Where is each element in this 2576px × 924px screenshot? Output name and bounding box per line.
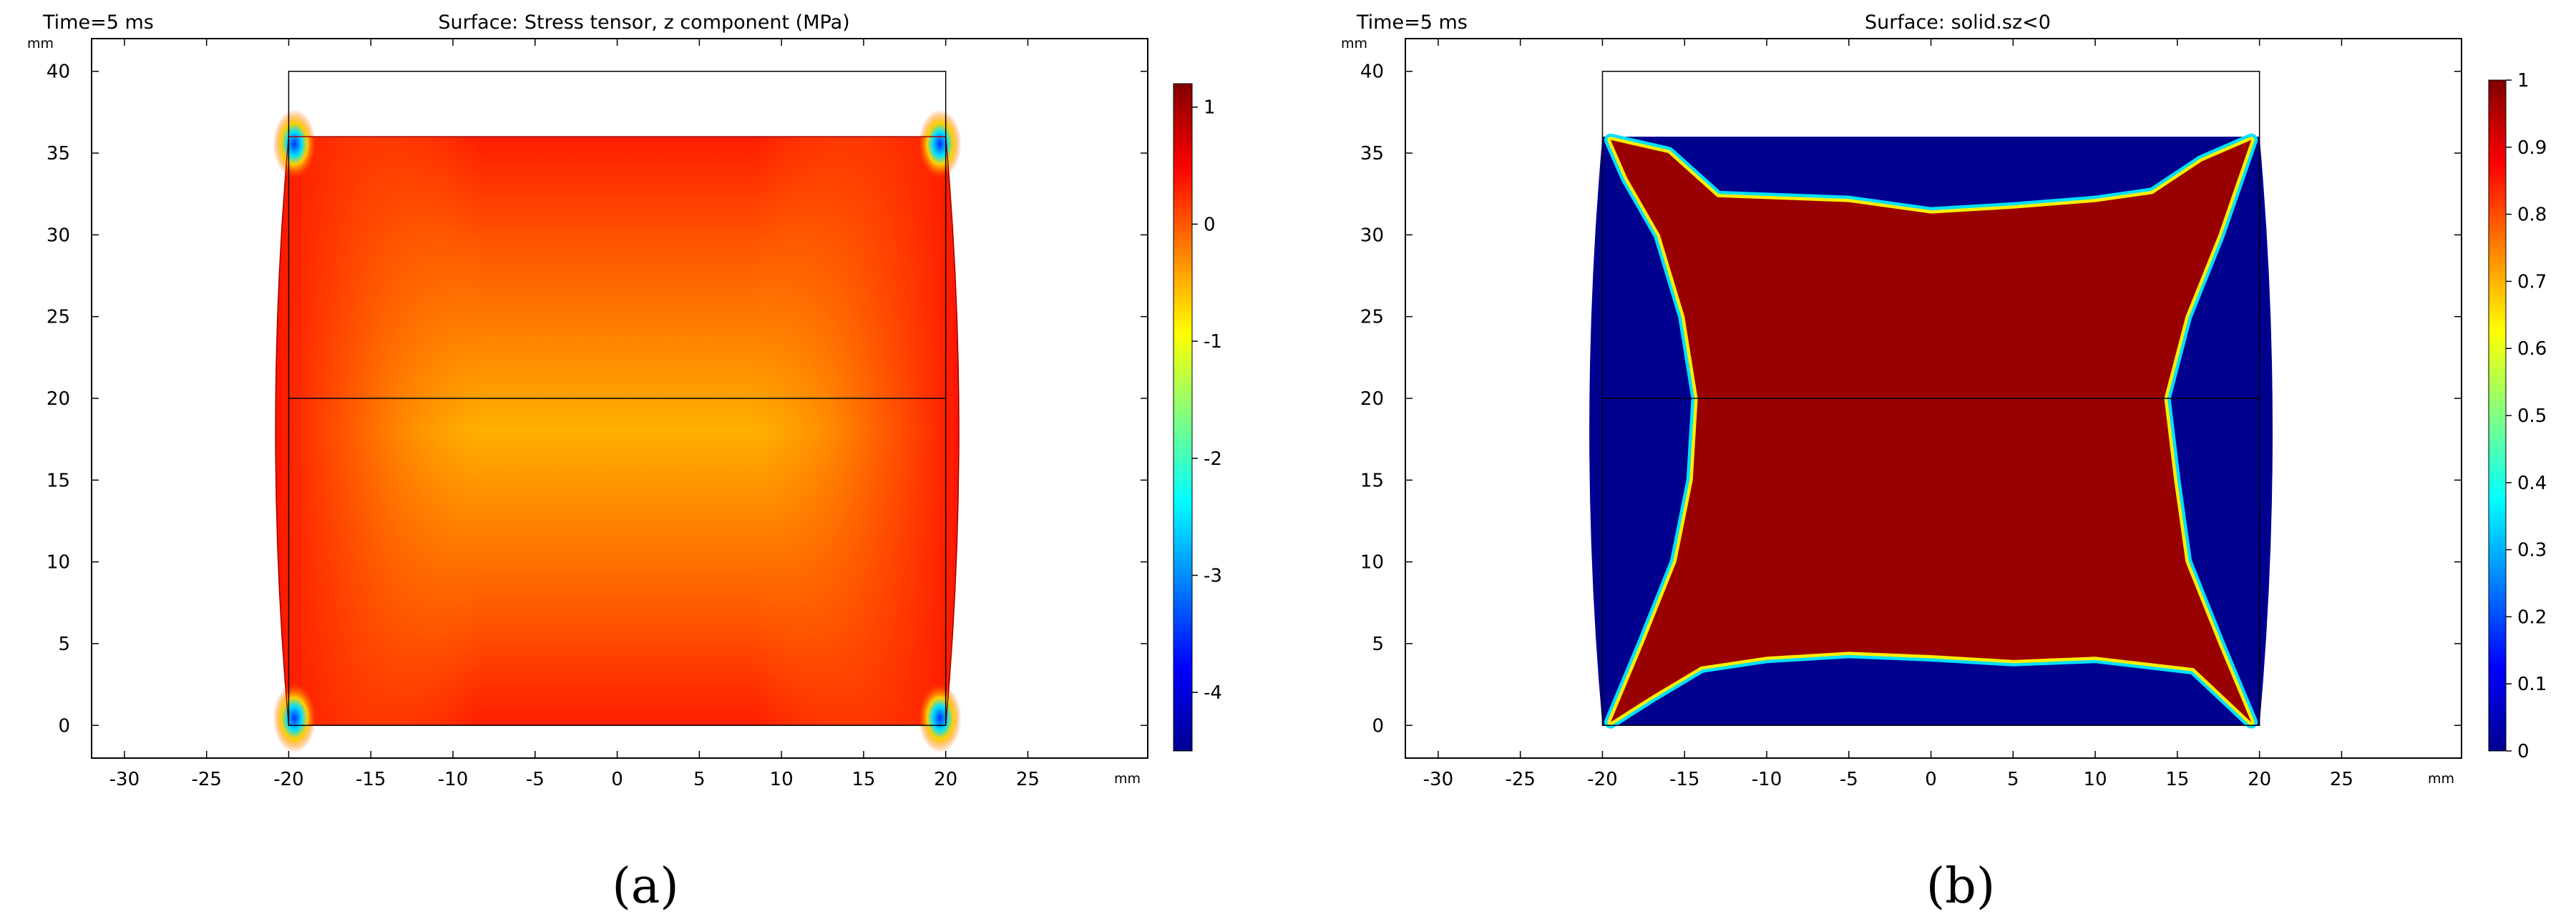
x-tick-label: 15 (2165, 769, 2189, 790)
y-tick-label: 25 (1360, 307, 1384, 328)
y-tick-label: 35 (1360, 143, 1384, 164)
colorbar-tick-label: -1 (1204, 331, 1222, 353)
x-tick-label: -10 (438, 769, 468, 790)
x-tick-label: 0 (1925, 769, 1937, 790)
subfigure-label: (a) (612, 858, 679, 915)
colorbar-tick-label: 0 (2517, 741, 2529, 762)
x-tick-label: -5 (1840, 769, 1858, 790)
colorbar-tick-label: 0.4 (2517, 473, 2547, 494)
y-tick-label: 40 (1360, 62, 1384, 83)
colorbar-tick-label: 0.3 (2517, 540, 2547, 561)
x-tick-label: -20 (1587, 769, 1617, 790)
x-tick-label: 20 (2248, 769, 2271, 790)
subfigure-label: (b) (1926, 858, 1996, 915)
colorbar (2488, 79, 2507, 752)
x-tick-label: -20 (273, 769, 303, 790)
y-axis-unit: mm (27, 36, 54, 51)
colorbar-tick-label: 0.2 (2517, 606, 2547, 628)
colorbar-tick-label: 0.1 (2517, 674, 2547, 695)
chart-title: Surface: Stress tensor, z component (MPa… (438, 11, 849, 34)
x-tick-label: -25 (191, 769, 221, 790)
chart-a: Time=5 ms mm Surface: Stress tensor, z com… (27, 11, 1222, 915)
stress-concentration-0 (273, 109, 316, 179)
y-tick-label: 20 (1360, 388, 1384, 410)
x-tick-label: -25 (1505, 769, 1535, 790)
y-tick-label: 15 (1360, 470, 1384, 491)
x-tick-label: -5 (526, 769, 545, 790)
time-label: Time=5 ms (1356, 11, 1468, 34)
y-tick-label: 0 (1372, 715, 1384, 737)
y-tick-label: 30 (1360, 225, 1384, 246)
colorbar-tick-label: 1 (2517, 70, 2529, 92)
colorbar-tick-label: 0.9 (2517, 137, 2547, 159)
colorbar-tick-label: -2 (1204, 448, 1222, 470)
chart-title: Surface: solid.sz<0 (1865, 11, 2051, 34)
y-tick-label: 10 (47, 552, 70, 574)
x-tick-label: 5 (2007, 769, 2019, 790)
region-inner (1610, 139, 2252, 722)
y-tick-label: 10 (1360, 552, 1384, 574)
x-axis-unit: mm (1114, 771, 1141, 787)
colorbar-tick-label: 0.7 (2517, 271, 2547, 293)
y-tick-label: 15 (47, 470, 70, 491)
x-tick-label: 20 (934, 769, 957, 790)
colorbar (1173, 83, 1193, 752)
x-tick-label: -30 (1423, 769, 1453, 790)
x-tick-label: 15 (852, 769, 875, 790)
y-tick-label: 25 (47, 307, 70, 328)
y-tick-label: 5 (1372, 634, 1384, 655)
stress-edge-shading (275, 137, 960, 726)
colorbar-tick-label: -3 (1204, 565, 1222, 586)
x-tick-label: 25 (2330, 769, 2353, 790)
x-tick-label: -15 (356, 769, 386, 790)
stress-concentration-3 (918, 684, 962, 753)
stress-concentration-1 (918, 109, 962, 179)
x-tick-label: 25 (1016, 769, 1040, 790)
colorbar-tick-label: 1 (1204, 97, 1216, 119)
x-tick-label: -30 (109, 769, 140, 790)
colorbar-tick-label: 0 (1204, 214, 1216, 235)
x-tick-label: -10 (1752, 769, 1782, 790)
y-tick-label: 40 (47, 62, 70, 83)
colorbar-tick-label: 0.8 (2517, 205, 2547, 226)
y-tick-label: 20 (47, 388, 70, 410)
y-tick-label: 0 (58, 715, 70, 737)
colorbar-tick-label: 0.6 (2517, 338, 2547, 360)
colorbar-tick-label: 0.5 (2517, 406, 2547, 427)
x-tick-label: 5 (693, 769, 706, 790)
colorbar-tick-label: -4 (1204, 682, 1222, 704)
x-axis-unit: mm (2428, 771, 2454, 787)
x-tick-label: 0 (611, 769, 623, 790)
x-tick-label: -15 (1669, 769, 1699, 790)
stress-concentration-2 (273, 684, 316, 753)
x-tick-label: 10 (2084, 769, 2107, 790)
y-tick-label: 30 (47, 225, 70, 246)
y-axis-unit: mm (1341, 36, 1367, 51)
x-tick-label: 10 (770, 769, 794, 790)
y-tick-label: 35 (47, 143, 70, 164)
time-label: Time=5 ms (42, 11, 154, 34)
chart-b: Time=5 ms mm Surface: solid.sz<0 -30 -25 -20 -… (1341, 11, 2547, 915)
y-tick-label: 5 (58, 634, 70, 655)
